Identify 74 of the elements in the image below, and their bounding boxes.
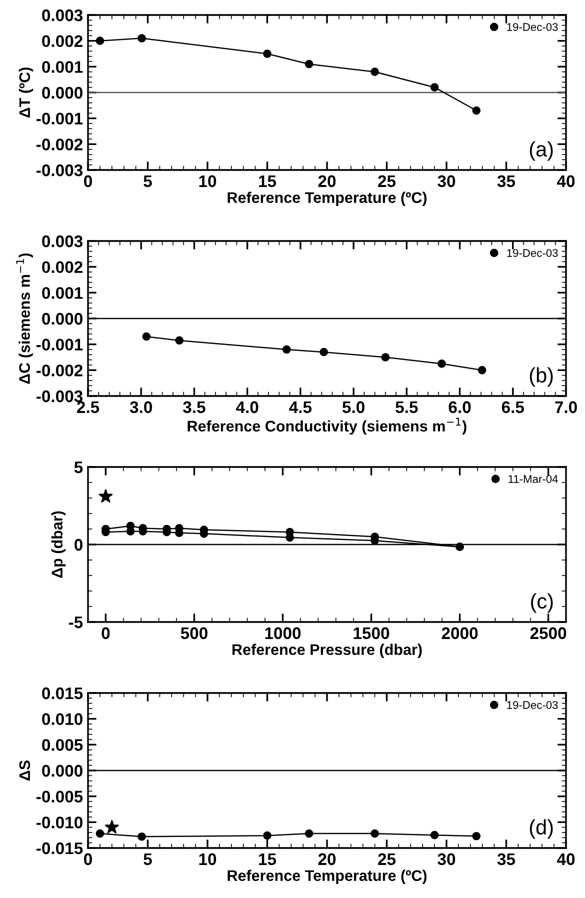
- x-tick-label: 2500: [530, 627, 566, 640]
- y-tick-label: 0.010: [42, 713, 82, 726]
- y-tick-label: -0.003: [36, 390, 83, 402]
- y-tick-label: 0.000: [42, 86, 82, 99]
- x-tick-label: 30: [438, 175, 456, 188]
- x-tick-label: 6.5: [502, 401, 524, 414]
- y-tick-label: 5: [74, 462, 83, 474]
- x-tick-label: 7.0: [555, 401, 577, 414]
- x-tick-label: 20: [318, 175, 336, 188]
- x-axis-title: Reference Pressure (dbar): [232, 644, 422, 658]
- y-tick-label: 0.003: [42, 235, 83, 248]
- x-tick-label: 0: [84, 853, 92, 866]
- x-axis-title: Reference Temperature (ºC): [228, 870, 427, 884]
- x-tick-label: 15: [259, 853, 276, 866]
- y-tick-label: -0.002: [36, 138, 82, 150]
- y-tick-label: -0.015: [36, 842, 83, 854]
- y-tick-label: 0.001: [42, 287, 83, 299]
- x-tick-label: 10: [199, 853, 216, 866]
- y-tick-label: 0.015: [42, 687, 83, 700]
- y-axis-title: Δp (dbar): [51, 511, 66, 578]
- y-tick-label: -0.002: [36, 364, 82, 376]
- legend-label: 19-Dec-03: [507, 249, 558, 257]
- x-tick-label: 5: [144, 853, 152, 866]
- y-tick-label: -0.001: [36, 112, 83, 125]
- annotation: (d): [530, 819, 553, 839]
- x-tick-label: 5.5: [396, 401, 418, 414]
- legend-label: 19-Dec-03: [507, 23, 558, 31]
- x-axis-title: Reference Temperature (ºC): [228, 192, 427, 206]
- y-tick-label: 0: [74, 538, 82, 551]
- y-tick-label: 0.002: [42, 261, 82, 274]
- y-axis-title: ΔC (siemens m$^{−1}$): [16, 253, 33, 384]
- x-tick-label: 25: [378, 175, 396, 188]
- x-tick-label: 500: [180, 627, 208, 640]
- x-tick-label: 40: [556, 853, 575, 866]
- x-tick-label: 3.0: [130, 401, 152, 414]
- x-tick-label: 5.0: [342, 401, 364, 414]
- annotation: (a): [530, 141, 553, 161]
- x-tick-label: 4.5: [289, 401, 312, 414]
- legend-label: 19-Dec-03: [507, 701, 558, 709]
- x-tick-label: 1500: [354, 627, 390, 640]
- annotation: (b): [530, 367, 553, 387]
- y-tick-label: -0.003: [36, 164, 83, 176]
- annotation: (c): [531, 593, 553, 613]
- y-tick-label: 0.000: [42, 764, 82, 777]
- x-tick-label: 35: [497, 175, 516, 188]
- y-tick-label: -5: [68, 616, 83, 628]
- x-tick-label: 30: [438, 853, 456, 866]
- y-tick-label: 0.001: [42, 61, 83, 73]
- x-tick-label: 10: [199, 175, 216, 188]
- x-tick-label: 0: [102, 627, 110, 640]
- x-tick-label: 40: [556, 175, 575, 188]
- x-tick-label: 1000: [265, 627, 301, 640]
- y-tick-label: 0.000: [42, 312, 82, 325]
- x-tick-label: 0: [84, 175, 92, 188]
- x-tick-label: 2.5: [76, 401, 100, 414]
- y-axis-title: ΔS: [19, 760, 30, 780]
- x-tick-label: 6.0: [448, 401, 471, 414]
- y-tick-label: 0.002: [42, 35, 82, 48]
- x-tick-label: 5: [144, 175, 152, 188]
- y-axis-title: ΔT (ºC): [18, 68, 34, 118]
- x-tick-label: 2000: [442, 627, 478, 640]
- legend-label: 11-Mar-04: [508, 475, 558, 483]
- y-tick-label: 0.003: [42, 9, 83, 22]
- y-tick-label: -0.010: [36, 816, 82, 828]
- x-tick-label: 15: [259, 175, 276, 188]
- x-tick-label: 20: [318, 853, 336, 866]
- x-tick-label: 3.5: [183, 401, 206, 414]
- y-tick-label: -0.005: [36, 790, 83, 803]
- x-tick-label: 35: [497, 853, 516, 866]
- y-tick-label: -0.001: [36, 338, 83, 351]
- x-tick-label: 4.0: [236, 401, 258, 414]
- y-tick-label: 0.005: [42, 739, 83, 751]
- x-tick-label: 25: [378, 853, 396, 866]
- x-axis-title: Reference Conductivity (siemens m$^{−1}$): [188, 418, 466, 435]
